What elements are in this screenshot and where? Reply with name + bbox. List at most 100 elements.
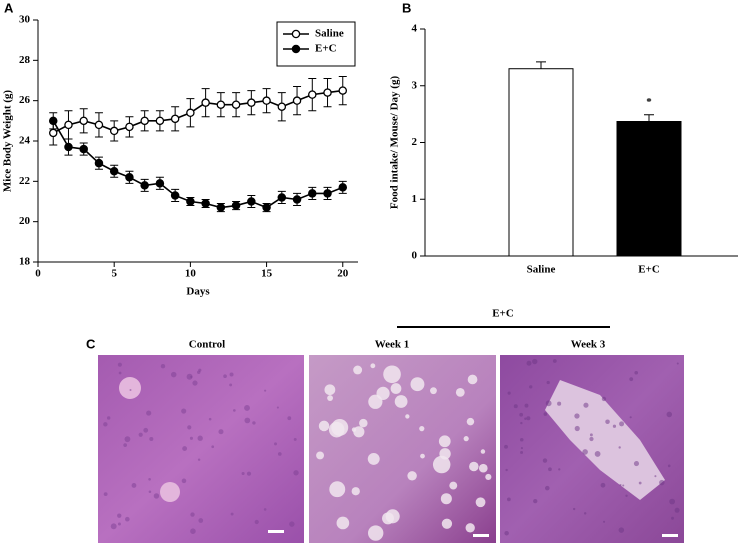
x-tick-label: Saline — [527, 264, 556, 276]
texture — [407, 471, 417, 481]
texture — [533, 498, 538, 504]
texture — [505, 468, 508, 472]
data-point — [277, 102, 287, 111]
texture — [367, 452, 380, 465]
texture — [557, 401, 562, 406]
histology-image — [309, 355, 496, 543]
texture — [582, 449, 588, 455]
texture — [676, 362, 679, 365]
texture — [368, 394, 383, 409]
texture — [110, 523, 117, 530]
texture — [190, 528, 196, 534]
y-tick-label: 2 — [412, 136, 418, 148]
texture — [638, 481, 642, 485]
data-point — [338, 86, 348, 95]
texture — [654, 475, 657, 478]
image-title: Control — [189, 339, 225, 351]
texture — [430, 387, 437, 395]
data-point — [216, 100, 226, 109]
texture — [106, 416, 111, 420]
legend-marker — [291, 44, 301, 54]
y-tick-label: 4 — [412, 23, 418, 35]
texture — [574, 413, 580, 419]
texture — [359, 418, 368, 428]
texture — [545, 400, 552, 407]
texture — [218, 429, 224, 435]
x-tick-label: 0 — [35, 268, 41, 280]
texture — [293, 470, 299, 476]
texture — [189, 436, 193, 440]
x-tick-label: 10 — [185, 268, 197, 280]
texture — [118, 371, 122, 375]
data-point — [94, 158, 104, 168]
texture — [438, 435, 451, 448]
data-point — [247, 197, 256, 206]
texture — [520, 421, 523, 425]
bar — [616, 121, 682, 257]
data-point — [79, 144, 88, 154]
texture — [432, 455, 451, 474]
texture — [316, 451, 325, 460]
data-point — [140, 116, 149, 126]
texture — [455, 387, 465, 397]
data-point — [186, 108, 195, 118]
texture — [351, 487, 360, 496]
data-point — [231, 201, 241, 210]
texture — [410, 377, 425, 392]
data-point — [125, 173, 134, 182]
bar — [508, 68, 574, 257]
texture — [181, 408, 187, 414]
texture — [230, 512, 234, 516]
error-bar — [536, 61, 546, 69]
texture — [659, 479, 665, 486]
texture — [419, 426, 425, 432]
texture — [545, 485, 550, 491]
texture — [223, 374, 227, 379]
texture — [208, 417, 212, 421]
texture — [674, 507, 680, 513]
histology-panel: E+C Control Week 1 Week 3 — [98, 308, 684, 543]
texture — [478, 463, 488, 473]
texture — [467, 374, 478, 385]
texture — [543, 412, 548, 416]
texture — [475, 497, 486, 508]
texture — [382, 512, 394, 525]
texture — [211, 445, 215, 449]
texture — [190, 512, 195, 517]
data-point — [231, 100, 241, 109]
texture — [504, 444, 508, 449]
texture — [666, 411, 673, 418]
islet — [119, 377, 141, 399]
y-tick-label: 28 — [19, 54, 31, 66]
texture — [244, 417, 251, 424]
texture — [197, 435, 203, 441]
texture — [524, 403, 529, 408]
data-point — [64, 142, 73, 152]
y-tick-label: 20 — [19, 215, 31, 227]
texture — [513, 404, 518, 409]
data-point — [247, 98, 256, 107]
data-point — [338, 183, 348, 192]
texture — [336, 516, 350, 530]
texture — [274, 442, 277, 446]
texture — [583, 402, 589, 408]
texture — [103, 492, 108, 497]
texture — [625, 494, 628, 497]
texture — [293, 437, 297, 441]
data-point — [262, 96, 271, 105]
texture — [519, 437, 524, 442]
texture — [252, 421, 256, 425]
data-point — [262, 203, 271, 212]
texture — [633, 461, 640, 467]
texture — [532, 358, 538, 365]
texture — [558, 468, 561, 471]
texture — [629, 416, 632, 419]
texture — [583, 512, 587, 515]
data-point — [64, 120, 73, 130]
texture — [123, 443, 127, 447]
texture — [572, 507, 576, 511]
texture — [192, 380, 198, 386]
texture — [605, 419, 610, 424]
texture — [574, 425, 580, 432]
